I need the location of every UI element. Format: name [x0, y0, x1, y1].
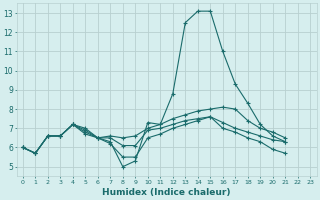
X-axis label: Humidex (Indice chaleur): Humidex (Indice chaleur) [102, 188, 231, 197]
